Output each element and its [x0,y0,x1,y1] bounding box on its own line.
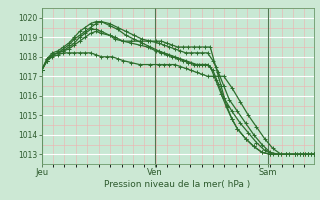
X-axis label: Pression niveau de la mer( hPa ): Pression niveau de la mer( hPa ) [104,180,251,189]
